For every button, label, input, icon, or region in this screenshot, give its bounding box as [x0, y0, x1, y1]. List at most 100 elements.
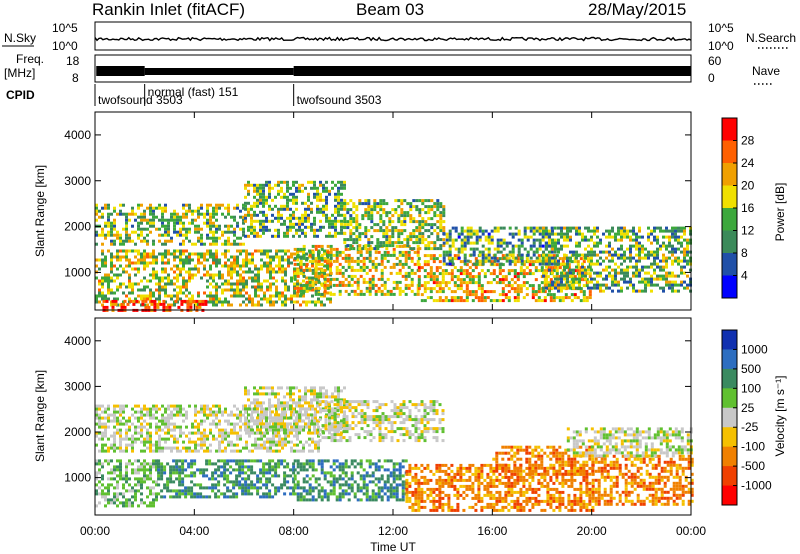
heatmap-cell	[325, 180, 328, 184]
heatmap-cell	[532, 232, 536, 236]
heatmap-cell	[683, 265, 686, 269]
heatmap-cell	[469, 229, 473, 233]
heatmap-cell	[239, 413, 242, 417]
heatmap-cell	[119, 468, 122, 472]
heatmap-cell	[164, 261, 167, 265]
heatmap-cell	[569, 256, 572, 260]
heatmap-cell	[413, 262, 417, 266]
heatmap-cell	[299, 259, 303, 263]
heatmap-cell	[578, 277, 581, 281]
heatmap-cell	[496, 238, 500, 242]
heatmap-cell	[181, 483, 185, 487]
heatmap-cell	[247, 213, 250, 217]
heatmap-cell	[191, 449, 194, 453]
heatmap-cell	[161, 218, 164, 222]
heatmap-cell	[558, 299, 562, 303]
heatmap-cell	[344, 277, 348, 281]
heatmap-cell	[245, 282, 248, 286]
heatmap-cell	[236, 282, 239, 286]
heatmap-cell	[212, 224, 215, 228]
heatmap-cell	[650, 274, 653, 278]
heatmap-cell	[256, 419, 259, 423]
heatmap-cell	[262, 198, 265, 202]
heatmap-cell	[251, 285, 254, 289]
heatmap-cell	[262, 222, 265, 226]
heatmap-cell	[235, 459, 239, 463]
heatmap-cell	[292, 183, 295, 187]
nave-label: Nave	[752, 64, 780, 78]
y-tick-label: 4000	[64, 128, 91, 142]
heatmap-cell	[113, 477, 116, 481]
heatmap-cell	[173, 422, 176, 426]
heatmap-cell	[217, 468, 221, 472]
heatmap-cell	[404, 286, 408, 290]
heatmap-cell	[289, 213, 292, 217]
heatmap-cell	[590, 280, 593, 284]
heatmap-cell	[203, 449, 206, 453]
heatmap-cell	[489, 260, 493, 264]
heatmap-cell	[320, 258, 323, 262]
heatmap-cell	[272, 434, 275, 438]
heatmap-cell	[368, 250, 372, 254]
heatmap-cell	[525, 293, 529, 297]
heatmap-cell	[343, 180, 346, 184]
heatmap-cell	[448, 250, 452, 254]
heatmap-cell	[143, 303, 146, 307]
heatmap-cell	[370, 205, 374, 209]
heatmap-cell	[253, 392, 256, 396]
heatmap-cell	[247, 465, 251, 469]
heatmap-cell	[194, 273, 197, 277]
heatmap-cell	[217, 489, 221, 493]
heatmap-cell	[286, 216, 289, 220]
heatmap-cell	[379, 199, 383, 203]
heatmap-cell	[404, 250, 408, 254]
heatmap-cell	[385, 214, 389, 218]
heatmap-cell	[292, 201, 295, 205]
heatmap-cell	[250, 431, 253, 435]
heatmap-cell	[341, 250, 345, 254]
heatmap-cell	[644, 283, 647, 287]
heatmap-cell	[602, 283, 605, 287]
heatmap-cell	[338, 292, 342, 296]
heatmap-cell	[284, 300, 287, 304]
heatmap-cell	[179, 413, 182, 417]
heatmap-cell	[501, 254, 505, 258]
heatmap-cell	[335, 271, 339, 275]
heatmap-cell	[284, 294, 287, 298]
heatmap-cell	[143, 252, 146, 256]
heatmap-cell	[301, 213, 304, 217]
heatmap-cell	[209, 215, 212, 219]
heatmap-cell	[555, 275, 559, 279]
heatmap-cell	[531, 293, 535, 297]
heatmap-cell	[140, 212, 143, 216]
heatmap-cell	[204, 302, 208, 306]
heatmap-cell	[182, 291, 185, 295]
heatmap-cell	[286, 225, 289, 229]
heatmap-cell	[671, 259, 674, 263]
heatmap-cell	[364, 247, 368, 251]
heatmap-cell	[442, 208, 446, 212]
heatmap-cell	[229, 465, 233, 469]
heatmap-cell	[209, 224, 212, 228]
heatmap-cell	[251, 255, 254, 259]
heatmap-cell	[517, 250, 521, 254]
heatmap-cell	[182, 258, 185, 262]
heatmap-cell	[319, 195, 322, 199]
heatmap-cell	[560, 247, 563, 251]
heatmap-cell	[251, 300, 254, 304]
heatmap-cell	[248, 267, 251, 271]
heatmap-cell	[377, 277, 381, 281]
heatmap-cell	[450, 269, 454, 273]
heatmap-cell	[287, 264, 290, 268]
heatmap-cell	[578, 283, 581, 287]
heatmap-cell	[659, 265, 662, 269]
heatmap-cell	[442, 211, 446, 215]
heatmap-cell	[486, 290, 490, 294]
heatmap-cell	[187, 474, 191, 478]
heatmap-cell	[149, 279, 152, 283]
heatmap-cell	[456, 296, 460, 300]
heatmap-cell	[247, 183, 250, 187]
heatmap-cell	[214, 486, 218, 490]
heatmap-cell	[209, 212, 212, 216]
heatmap-cell	[259, 222, 262, 226]
